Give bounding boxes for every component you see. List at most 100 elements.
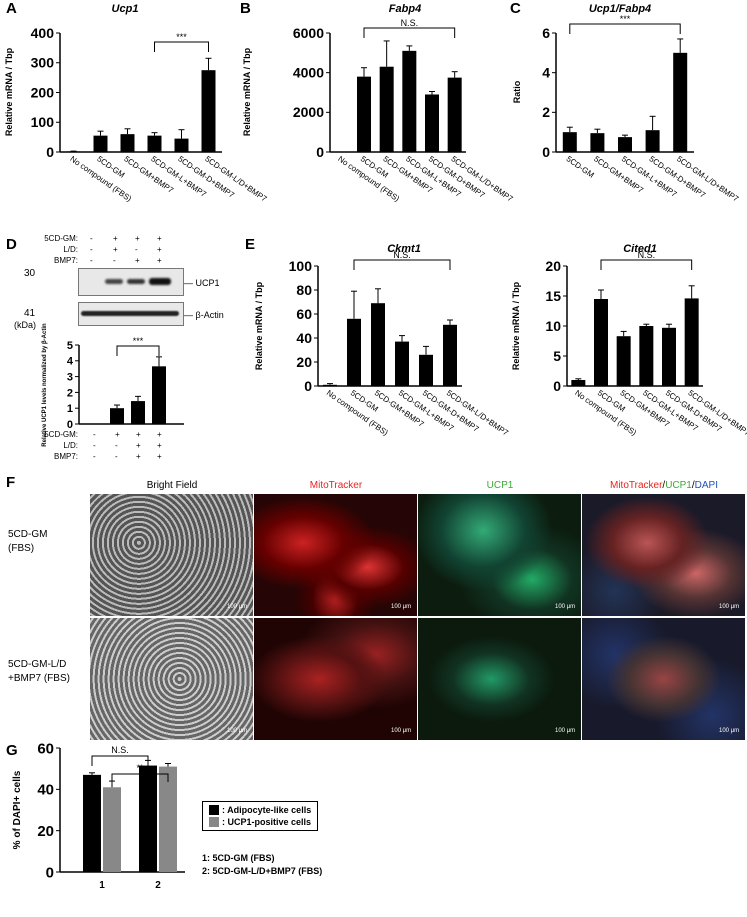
blot-label-bmp7: BMP7:: [53, 256, 78, 265]
q-sign: -: [93, 430, 96, 439]
img-bright-row2: [90, 618, 253, 740]
bar-C: [618, 137, 632, 152]
img-mito-row1: [254, 494, 417, 616]
legend-text: : Adipocyte-like cells: [222, 805, 312, 815]
chart-title-A: Ucp1: [112, 3, 139, 15]
panel-letter-a: A: [6, 0, 17, 17]
y-tick-label-G: 60: [37, 740, 54, 757]
blot-label-ld: L/D:: [63, 245, 78, 254]
q-label-5cdgm: 5CD-GM:: [44, 430, 78, 439]
bar-A: [201, 70, 216, 152]
bar-E1: [443, 324, 457, 386]
notes-g: 1: 5CD-GM (FBS) 2: 5CD-GM-L/D+BMP7 (FBS): [202, 852, 322, 878]
scale-bar: 100 μm: [391, 728, 412, 734]
legend-item-ucp1: : UCP1-positive cells: [209, 817, 311, 827]
q-sign: +: [157, 452, 162, 461]
bar-A: [66, 151, 81, 152]
blot-actin-band: [78, 302, 184, 326]
legend-swatch: [209, 817, 219, 827]
blot-sign: +: [157, 245, 162, 254]
y-tick-label-A: 0: [46, 144, 54, 160]
y-tick-label-B: 4000: [293, 65, 324, 81]
y-tick-label-E1: 40: [296, 330, 312, 346]
scale-bar: 100 μm: [555, 604, 576, 610]
y-tick-label-E2: 5: [553, 348, 561, 364]
panel-letter-f: F: [6, 474, 16, 491]
q-label-bmp7: BMP7:: [53, 452, 78, 461]
y-tick-label-E1: 20: [296, 354, 312, 370]
chart-title-B: Fabp4: [389, 3, 421, 15]
bar-C: [673, 52, 688, 153]
y-tick-label-C: 4: [542, 65, 550, 81]
x-tick-label-G: 2: [155, 880, 161, 891]
q-sign: -: [93, 441, 96, 450]
y-axis-label-E2: Relative mRNA / Tbp: [511, 281, 521, 370]
q-sign: -: [115, 441, 118, 450]
y-tick-label-D: 1: [67, 403, 73, 415]
bar-E1: [419, 354, 433, 386]
col-header-merge: MitoTracker/UCP1/DAPI: [582, 480, 746, 491]
sig-label-G: **: [136, 763, 144, 773]
q-sign: +: [136, 452, 141, 461]
blot-sign: -: [90, 245, 93, 254]
sig-bracket-G: [91, 755, 149, 766]
y-tick-label-B: 0: [316, 144, 324, 160]
y-tick-label-D: 4: [67, 356, 74, 368]
sig-bracket-G: [111, 773, 169, 782]
img-merge-row2: [582, 618, 745, 740]
img-ucp1-row1: [418, 494, 581, 616]
y-tick-label-G: 0: [46, 864, 54, 881]
scale-bar: 100 μm: [555, 728, 576, 734]
bar-D: [131, 401, 145, 424]
y-tick-label-G: 40: [37, 782, 54, 799]
q-sign: +: [157, 441, 162, 450]
img-merge-row1: [582, 494, 745, 616]
bar-E2: [639, 326, 654, 386]
mw-30: 30: [24, 268, 36, 279]
blot-label-5cdgm: 5CD-GM:: [44, 234, 78, 243]
chart-title-E2: Cited1: [623, 243, 657, 255]
row1-label: 5CD-GM (FBS): [8, 528, 47, 556]
sig-label-A: ***: [176, 32, 187, 42]
scale-bar: 100 μm: [719, 604, 740, 610]
actin-text: β-Actin: [195, 310, 224, 320]
col-header-bright: Bright Field: [146, 480, 198, 491]
blot-ucp1-band: [78, 268, 184, 296]
bar-E2: [684, 298, 699, 386]
blot-sign: -: [90, 234, 93, 243]
q-sign: +: [115, 430, 120, 439]
blot-quant-signs: 5CD-GM: L/D: BMP7: - + + + - - + + - - +…: [0, 430, 240, 470]
legend-g: : Adipocyte-like cells : UCP1-positive c…: [202, 801, 319, 831]
y-tick-label-A: 200: [31, 84, 55, 100]
legend-swatch: [209, 805, 219, 815]
bar-G: [83, 774, 101, 872]
img-bright-row1: [90, 494, 253, 616]
legend-text: : UCP1-positive cells: [222, 817, 312, 827]
y-tick-label-E1: 100: [289, 258, 313, 274]
bar-B: [402, 50, 417, 152]
note-2: 2: 5CD-GM-L/D+BMP7 (FBS): [202, 866, 323, 876]
y-tick-label-A: 100: [31, 114, 55, 130]
row1-line2: (FBS): [8, 543, 35, 554]
blot-sign: +: [157, 256, 162, 265]
img-mito-row2: [254, 618, 417, 740]
bar-E1: [371, 303, 385, 386]
blot-actin-label: — β-Actin: [184, 310, 224, 320]
panel-letter-b: B: [240, 0, 251, 17]
blot-sign: +: [157, 234, 162, 243]
mw-41: 41: [24, 308, 36, 319]
q-sign: +: [157, 430, 162, 439]
q-sign: +: [136, 441, 141, 450]
y-tick-label-B: 2000: [293, 104, 324, 120]
bar-B: [357, 76, 371, 152]
panel-letter-d: D: [6, 236, 17, 253]
sig-bracket-A: [154, 41, 209, 52]
chart-title-C: Ucp1/Fabp4: [589, 3, 651, 15]
sig-bracket-C: [569, 23, 681, 34]
blot-sign: +: [113, 245, 118, 254]
y-axis-label-A: Relative mRNA / Tbp: [4, 47, 14, 136]
y-tick-label-E2: 0: [553, 378, 561, 394]
sig-bracket-B: [363, 27, 456, 38]
row1-line1: 5CD-GM: [8, 529, 48, 540]
